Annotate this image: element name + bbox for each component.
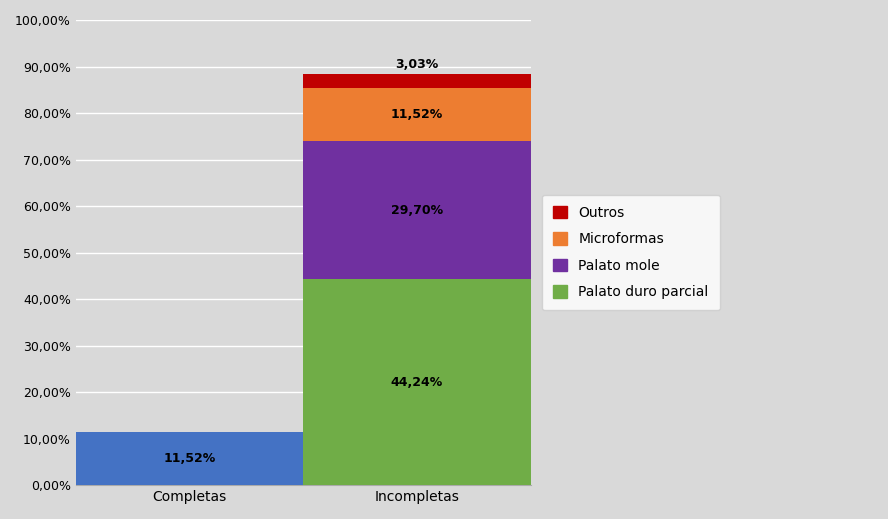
Text: 11,52%: 11,52% [163,452,216,465]
Text: 29,70%: 29,70% [391,204,443,217]
Bar [303,88,531,141]
Text: 44,24%: 44,24% [391,376,443,389]
Bar [303,74,531,88]
Legend: Outros, Microformas, Palato mole, Palato duro parcial: Outros, Microformas, Palato mole, Palato… [543,195,719,310]
Bar [75,432,303,485]
Text: 3,03%: 3,03% [395,58,439,71]
Text: 11,52%: 11,52% [391,108,443,121]
Bar [303,141,531,279]
Bar [303,279,531,485]
